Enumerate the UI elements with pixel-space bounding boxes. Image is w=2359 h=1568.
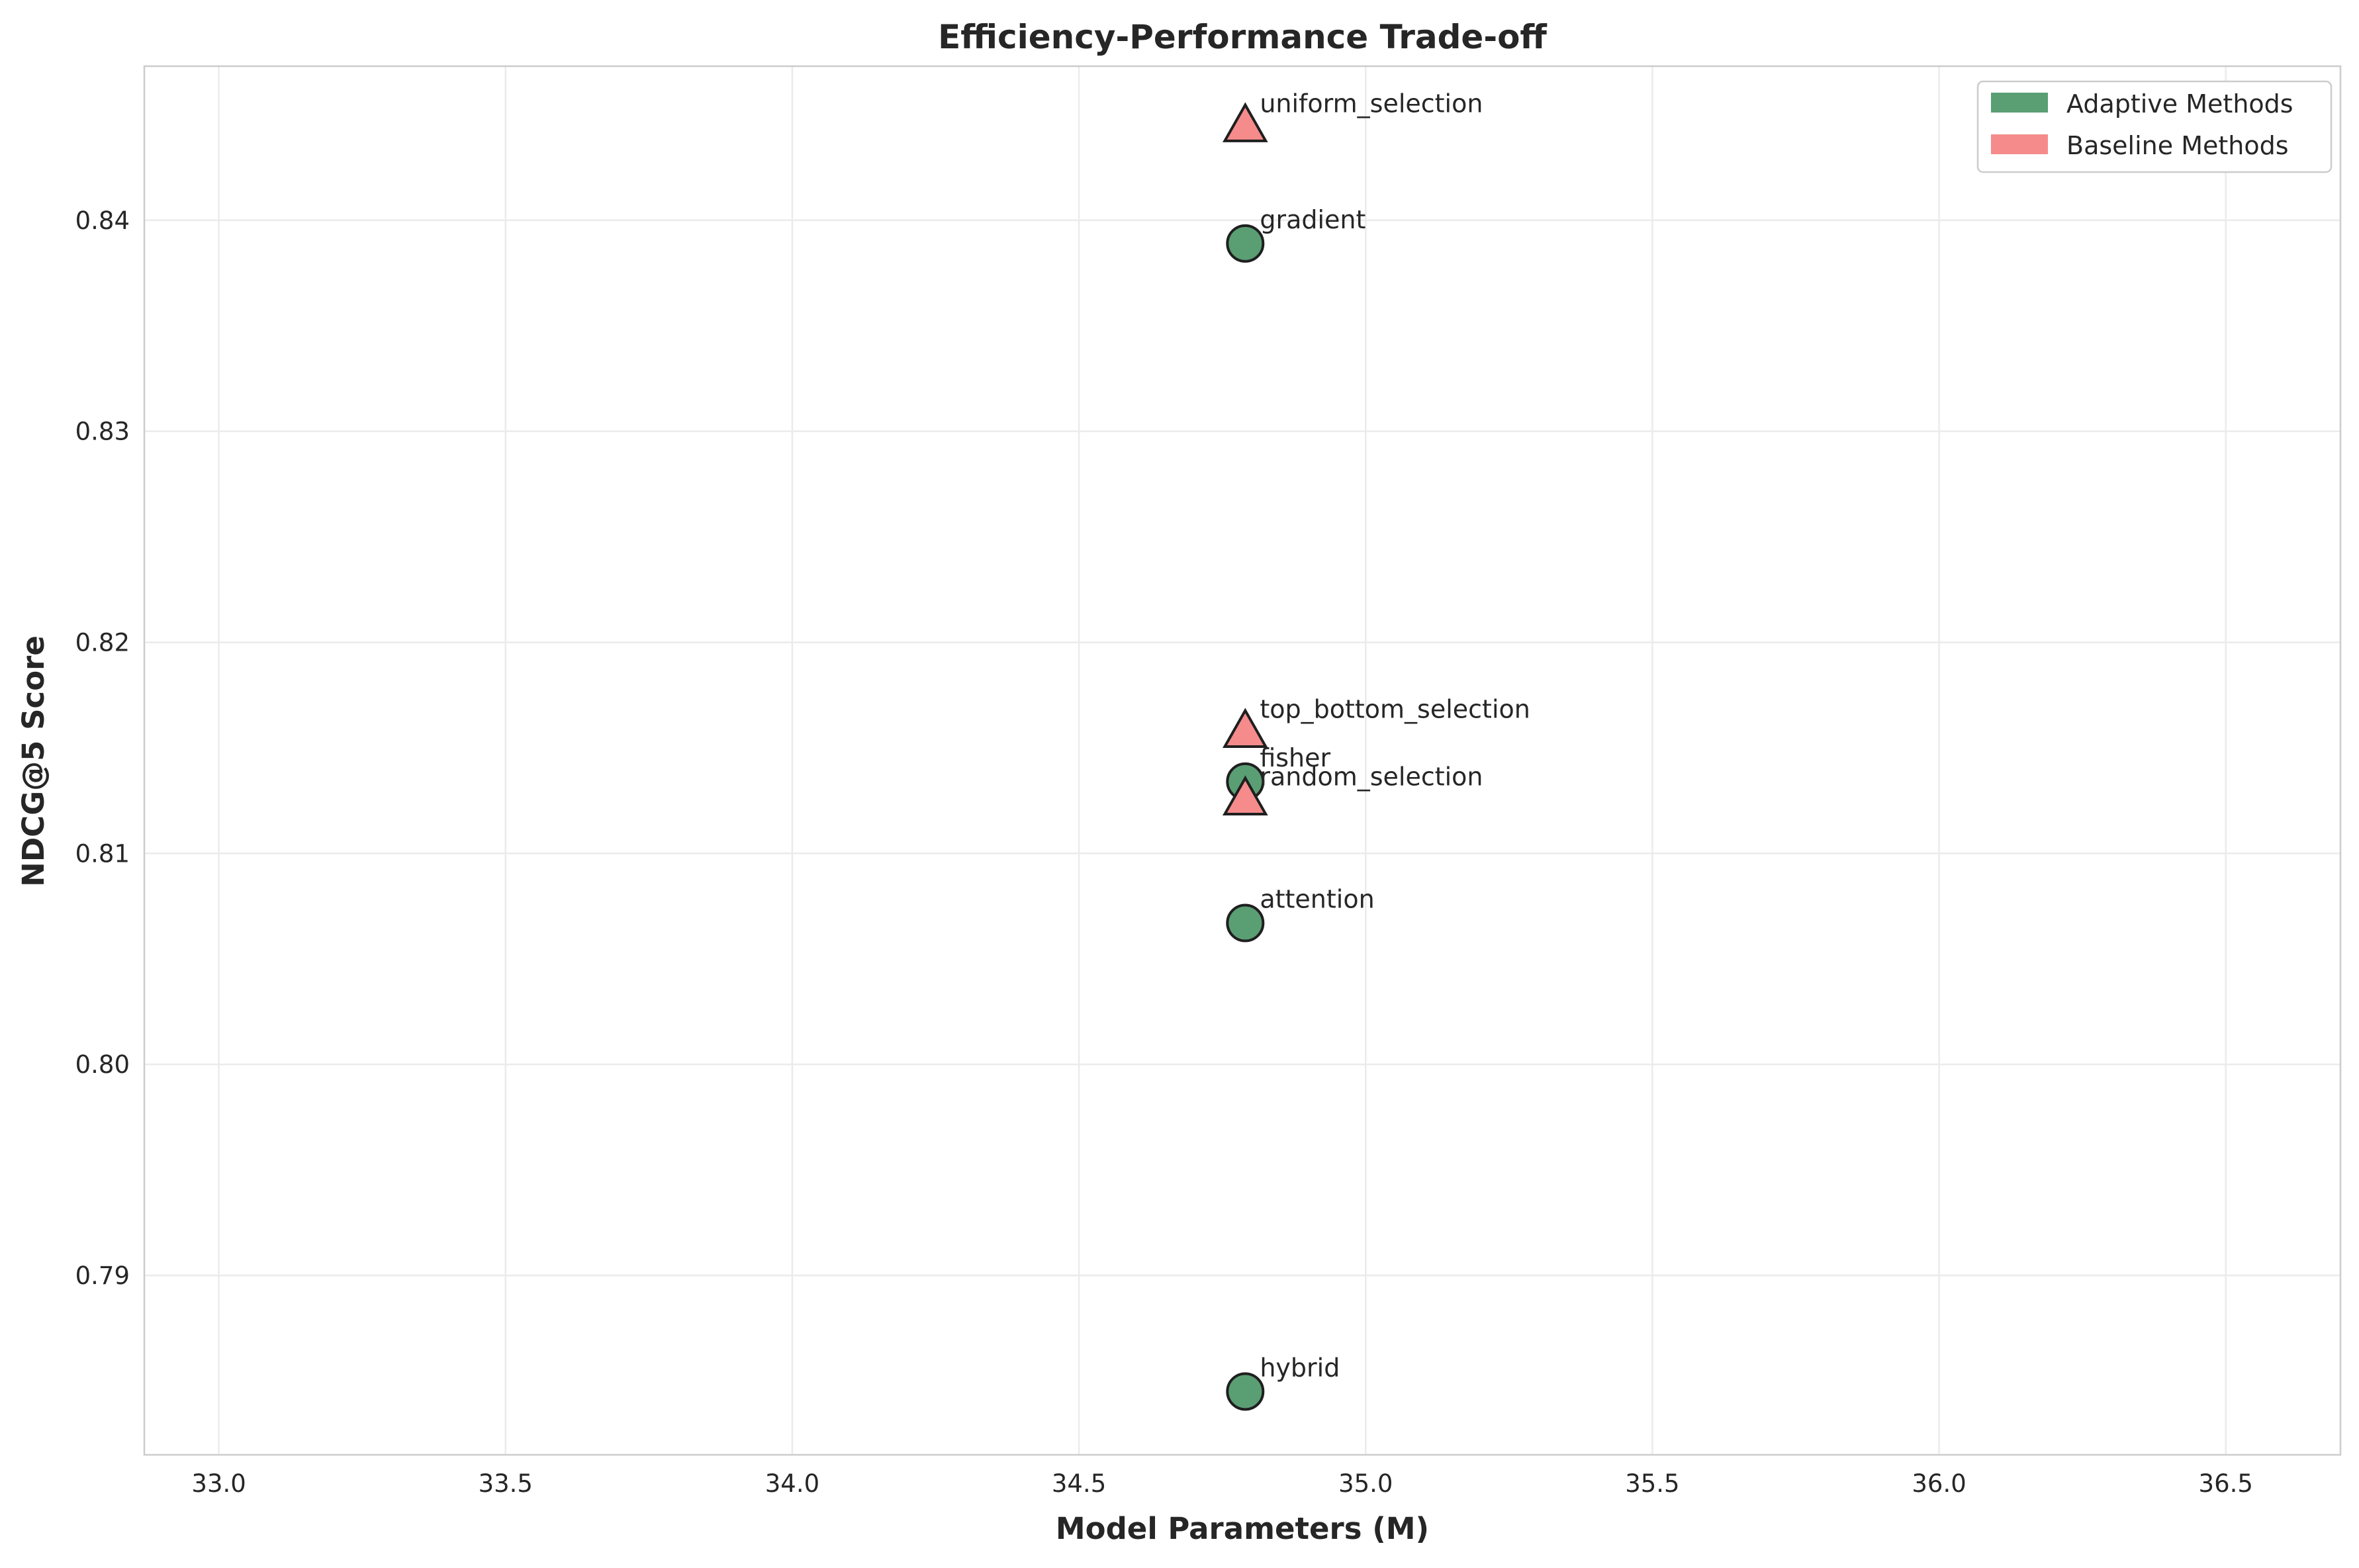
y-tick-label: 0.79 — [75, 1262, 130, 1290]
data-point-circle — [1226, 224, 1265, 263]
point-labels: gradient fisher attention hybrid uniform_sel… — [1260, 89, 1530, 1382]
y-tick-label: 0.82 — [75, 628, 130, 657]
x-tick-label: 36.0 — [1912, 1469, 1966, 1498]
point-label: gradient — [1260, 205, 1365, 234]
y-tick-label: 0.83 — [75, 418, 130, 446]
chart-title: Efficiency-Performance Trade-off — [938, 18, 1547, 56]
x-tick-label: 36.5 — [2199, 1469, 2253, 1498]
x-tick-label: 33.0 — [191, 1469, 246, 1498]
legend-label-adaptive: Adaptive Methods — [2066, 89, 2293, 118]
data-point-triangle — [1222, 775, 1268, 815]
ticks: 33.0 33.5 34.0 34.5 35.0 35.5 36.0 36.5 0.79 0.80… — [75, 207, 2253, 1498]
point-label: hybrid — [1260, 1353, 1340, 1382]
legend-box — [1976, 80, 2333, 173]
data-point-triangle — [1222, 708, 1268, 748]
x-tick-label: 35.0 — [1338, 1469, 1393, 1498]
point-label: top_bottom_selection — [1260, 695, 1530, 724]
point-label: attention — [1260, 885, 1374, 914]
y-tick-label: 0.80 — [75, 1050, 130, 1079]
x-tick-label: 35.5 — [1625, 1469, 1679, 1498]
legend-swatch-baseline — [1991, 134, 2048, 154]
grid — [144, 66, 2340, 1455]
y-tick-label: 0.81 — [75, 839, 130, 868]
point-label: fisher — [1260, 743, 1330, 772]
data-points — [1222, 102, 1268, 1411]
legend-label-baseline: Baseline Methods — [2066, 131, 2289, 160]
data-point-triangle — [1222, 102, 1268, 142]
legend: Adaptive Methods Baseline Methods — [1976, 80, 2333, 173]
data-point-circle — [1226, 903, 1265, 943]
x-tick-label: 33.5 — [479, 1469, 533, 1498]
x-tick-label: 34.5 — [1052, 1469, 1106, 1498]
x-axis-label: Model Parameters (M) — [1056, 1511, 1429, 1546]
legend-swatch-adaptive — [1991, 93, 2048, 113]
y-axis-label: NDCG@5 Score — [16, 635, 51, 887]
point-label: uniform_selection — [1260, 89, 1483, 118]
data-point-circle — [1226, 1372, 1265, 1411]
x-tick-label: 34.0 — [765, 1469, 819, 1498]
plot-frame — [143, 65, 2342, 1456]
y-tick-label: 0.84 — [75, 207, 130, 235]
point-label: random_selection — [1260, 762, 1483, 792]
